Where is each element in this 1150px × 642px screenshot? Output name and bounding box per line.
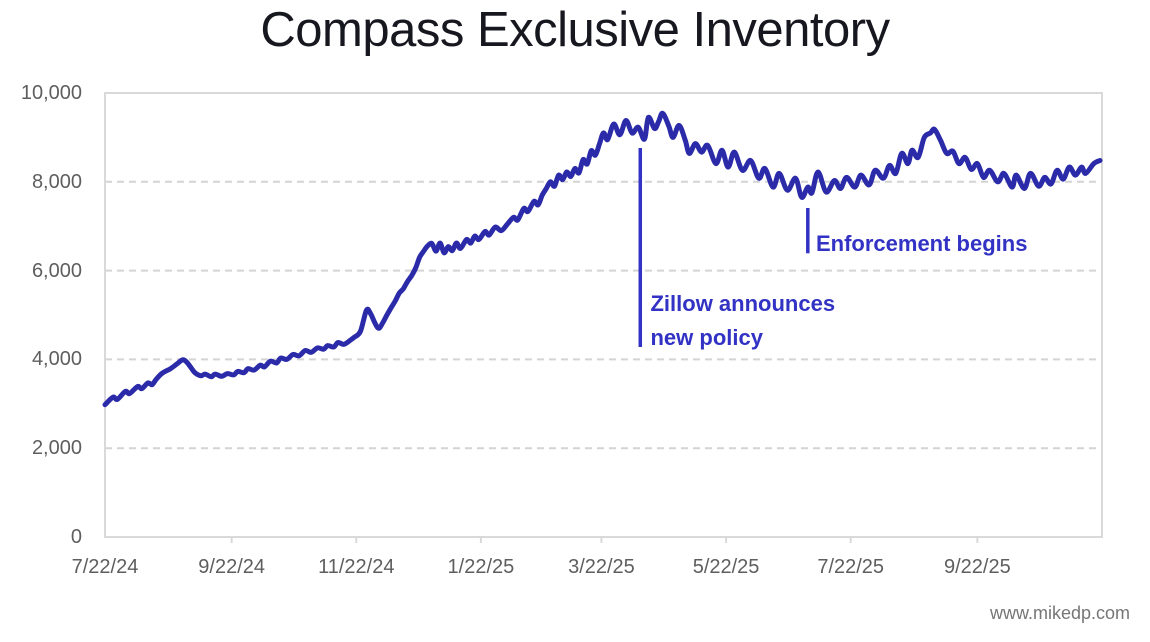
y-axis-label: 2,000 [31,437,82,460]
x-axis-label: 11/22/24 [318,556,395,578]
chart-title: Compass Exclusive Inventory [260,3,890,57]
annotation-text-line: Enforcement begins [815,231,1028,257]
y-axis-label: 0 [70,526,82,548]
x-axis-label: 7/22/25 [817,556,885,578]
x-axis-label: 1/22/25 [447,556,515,578]
x-axis-label: 9/22/25 [944,556,1011,578]
series-line-compass-inventory [102,110,1103,408]
x-axis-label: 5/22/25 [692,556,760,578]
annotation-text-zillow: Zillow announces new policy [650,287,835,355]
annotation-text-line: new policy [650,325,763,351]
attribution-text: www.mikedp.com [989,603,1130,623]
x-axis-label: 7/22/24 [71,556,139,578]
y-axis-label: 6,000 [31,259,82,282]
y-axis-label: 4,000 [31,348,82,371]
annotation-text-line: Zillow announces [650,291,836,317]
x-axis-label: 3/22/25 [568,556,635,578]
y-axis-label: 10,000 [20,82,82,104]
y-axis-label: 8,000 [31,170,82,193]
annotation-text-enforcement: Enforcement begins [816,227,1027,261]
x-axis-label: 9/22/24 [198,556,266,578]
plot-border [104,92,1103,538]
